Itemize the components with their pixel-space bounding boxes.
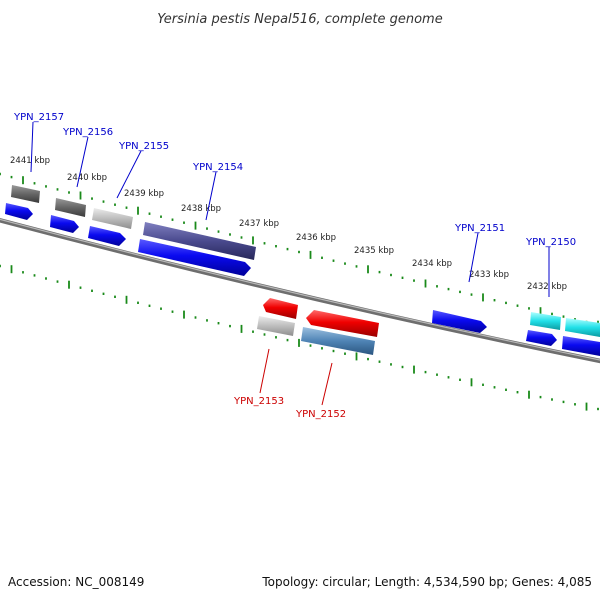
cds-reverse-2153[interactable] [263,298,298,319]
cds-forward-2154[interactable] [138,239,251,276]
gene-label-2151[interactable]: YPN_2151 [454,223,505,234]
ruler-labels: 2441 kbp 2440 kbp 2439 kbp 2438 kbp 2437… [10,156,567,292]
callout-line-2153 [259,348,270,394]
gene-bar-2157[interactable] [11,185,40,203]
gene-label-2152[interactable]: YPN_2152 [295,409,346,420]
gene-bar-2153[interactable] [257,316,295,336]
cds-forward-2150b[interactable] [562,336,600,356]
callout-line-2154 [205,171,217,221]
gene-bar-2156[interactable] [55,198,86,217]
gene-label-2157[interactable]: YPN_2157 [13,112,64,123]
ruler-label: 2437 kbp [239,219,279,229]
ruler-label: 2432 kbp [527,282,567,292]
ruler-label: 2435 kbp [354,246,394,256]
callout-line-2151 [468,232,479,283]
cds-forward-2155[interactable] [88,226,126,246]
genome-stats-label: Topology: circular; Length: 4,534,590 bp… [261,575,592,589]
gene-label-2154[interactable]: YPN_2154 [192,162,243,173]
gene-labels: YPN_2157 YPN_2156 YPN_2155 YPN_2154 YPN_… [13,112,576,420]
gene-bar-2154[interactable] [143,222,256,260]
gene-bar-2150a[interactable] [530,312,561,330]
ruler-label: 2441 kbp [10,156,50,166]
outer-tick-row [0,172,599,329]
gene-label-2155[interactable]: YPN_2155 [118,141,169,152]
ruler-label: 2434 kbp [412,259,452,269]
accession-label: Accession: NC_008149 [8,575,144,589]
gene-bar-2152[interactable] [301,327,375,355]
ruler-label: 2440 kbp [67,173,107,183]
cds-forward-2156[interactable] [50,215,79,233]
gene-label-2156[interactable]: YPN_2156 [62,127,113,138]
ruler-label: 2433 kbp [469,270,509,280]
genome-backbone [0,217,600,364]
inner-tick-row [0,264,599,411]
gene-bar-2150b[interactable] [565,318,600,337]
cds-reverse-2152[interactable] [306,310,379,337]
cds-forward-2150a[interactable] [526,330,557,346]
genome-backbone-highlight [0,218,600,361]
gene-callouts [30,121,550,406]
ruler-label: 2439 kbp [124,189,164,199]
cds-forward-2151[interactable] [432,310,487,333]
ruler-label: 2438 kbp [181,204,221,214]
callout-line-2156 [76,136,89,188]
callout-line-2157 [30,121,34,173]
cds-forward-2157[interactable] [5,203,33,220]
map-title: Yersinia pestis Nepal516, complete genom… [157,12,442,27]
gene-label-2150[interactable]: YPN_2150 [525,237,576,248]
gene-label-2153[interactable]: YPN_2153 [233,396,284,407]
callout-line-2152 [321,362,333,406]
callout-line-2155 [116,150,142,199]
gene-bar-2155[interactable] [92,208,133,229]
ruler-label: 2436 kbp [296,233,336,243]
